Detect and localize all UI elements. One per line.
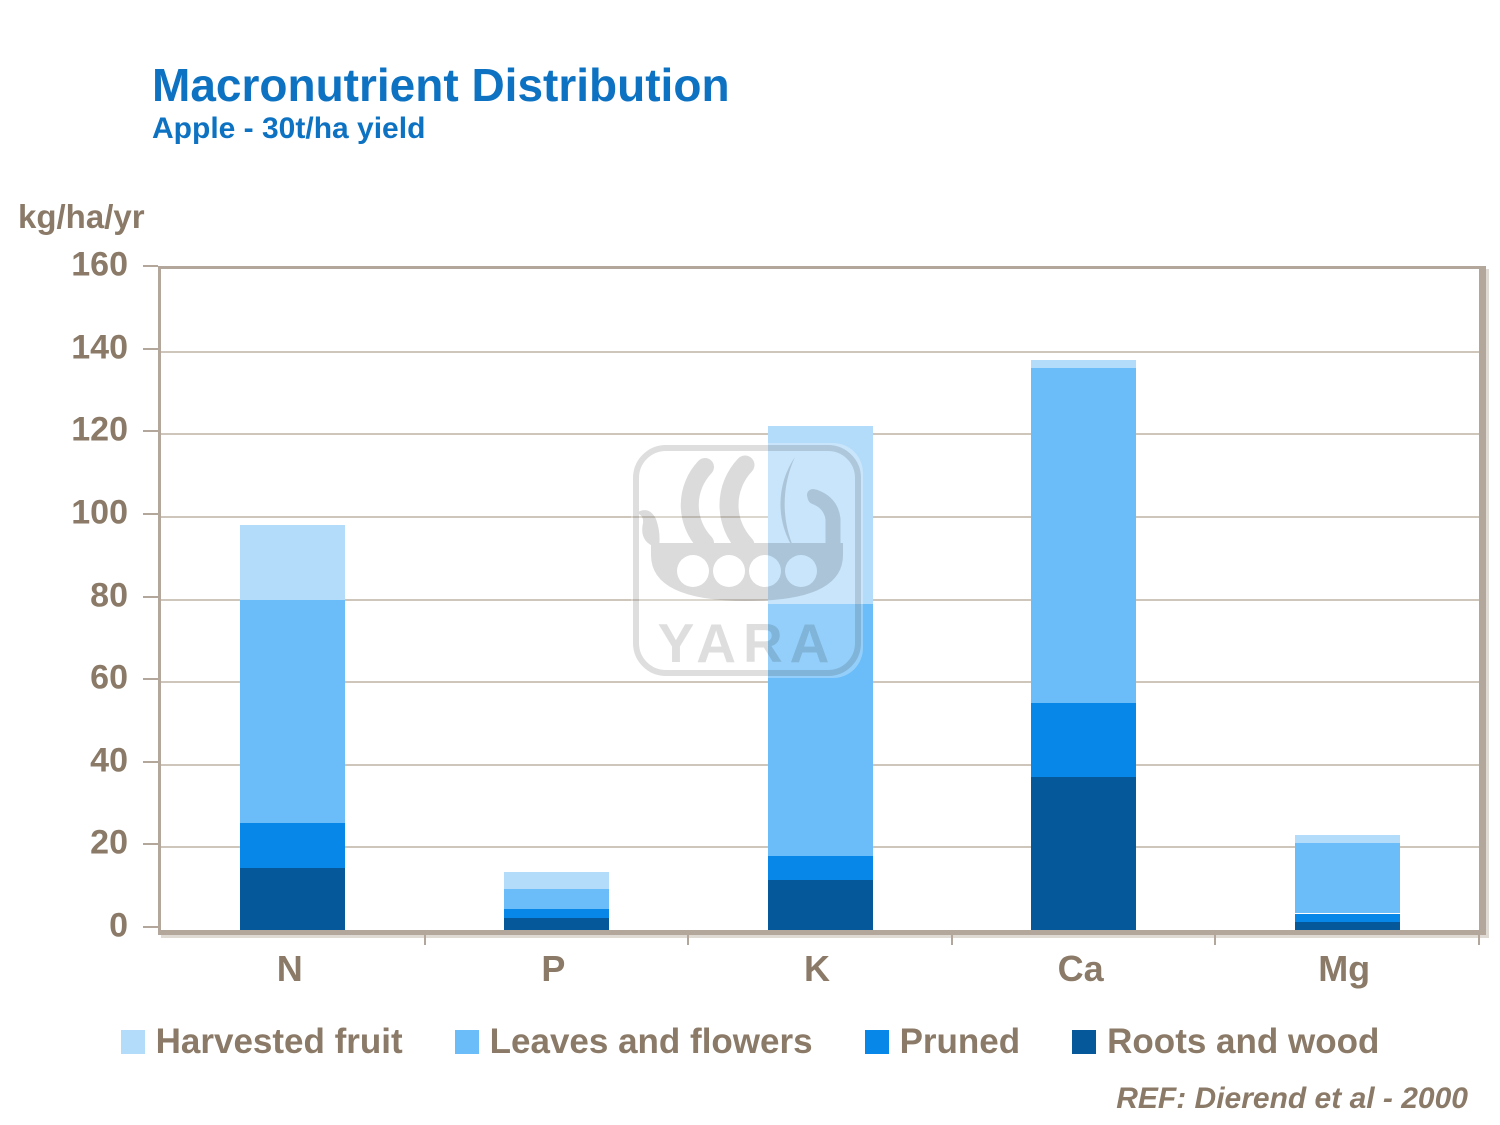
legend: Harvested fruit Leaves and flowers Pruned R… [0,1016,1500,1068]
legend-label-leaves-and-flowers: Leaves and flowers [489,1022,813,1061]
bar-segment-mg-pruned [1294,913,1400,922]
y-tick-label-80: 80 [90,576,128,615]
bar-segment-k-harvested-fruit [767,426,873,604]
bar-segment-ca-leaves-and-flowers [1031,368,1137,703]
legend-label-harvested-fruit: Harvested fruit [155,1022,403,1061]
bar-segment-k-leaves-and-flowers [767,603,873,856]
legend-swatch-leaves-and-flowers [454,1030,479,1054]
y-tick-label-120: 120 [71,410,128,449]
y-axis-tick-60 [143,678,158,681]
legend-item-harvested-fruit: Harvested fruit [120,1022,403,1062]
y-tick-label-0: 0 [109,906,128,945]
bar-segment-n-leaves-and-flowers [240,599,346,823]
y-axis-tick-120 [143,430,158,433]
bar-segment-mg-leaves-and-flowers [1294,843,1400,914]
y-tick-label-140: 140 [71,328,128,367]
bar-segment-ca-roots-and-wood [1031,777,1137,930]
legend-swatch-harvested-fruit [120,1030,145,1054]
y-axis: 0 20 40 60 80 100 120 140 160 [0,246,158,945]
legend-label-pruned: Pruned [899,1022,1021,1061]
plot-area [158,266,1486,945]
x-axis-tick [1478,930,1480,945]
chart-subtitle: Apple - 30t/ha yield [152,112,426,145]
x-axis-labels: N P K Ca Mg [158,948,1476,998]
bar-segment-p-leaves-and-flowers [503,888,609,910]
bar-segment-ca-harvested-fruit [1031,359,1137,369]
y-axis-title: kg/ha/yr [18,198,145,235]
y-axis-tick-100 [143,512,158,515]
x-axis-tick [423,930,426,945]
y-axis-tick-80 [143,595,158,598]
x-axis-tick [687,930,690,945]
reference-text: REF: Dierend et al - 2000 [1116,1082,1468,1115]
bar-segment-p-roots-and-wood [503,917,609,930]
bar-segment-ca-pruned [1031,702,1137,778]
y-tick-label-40: 40 [90,741,128,780]
legend-swatch-roots-and-wood [1072,1030,1097,1054]
y-axis-tick-160 [143,265,158,267]
legend-item-leaves-and-flowers: Leaves and flowers [454,1022,813,1062]
y-tick-label-20: 20 [90,824,128,863]
y-tick-label-160: 160 [71,245,128,284]
legend-item-pruned: Pruned [864,1022,1021,1062]
chart-title: Macronutrient Distribution [152,59,730,111]
x-tick-label-p: P [541,948,566,989]
y-axis-tick-140 [143,347,158,350]
y-tick-label-60: 60 [90,658,128,697]
bar-segment-p-pruned [503,909,609,918]
y-tick-label-100: 100 [71,493,128,532]
bar-segment-n-harvested-fruit [240,525,346,600]
x-tick-label-n: N [276,948,303,989]
bar-segment-mg-roots-and-wood [1294,921,1400,930]
y-axis-tick-0 [143,926,158,928]
x-axis-tick [1214,930,1217,945]
gridline-140 [161,350,1479,353]
x-tick-label-mg: Mg [1318,948,1371,989]
bar-segment-mg-harvested-fruit [1294,835,1400,844]
bar-segment-n-pruned [240,822,346,869]
legend-swatch-pruned [864,1030,889,1054]
bar-segment-p-harvested-fruit [503,872,609,889]
x-tick-label-ca: Ca [1057,948,1104,989]
bar-segment-n-roots-and-wood [240,868,346,930]
bar-segment-k-pruned [767,855,873,881]
x-tick-label-k: K [804,948,830,989]
y-axis-tick-40 [143,760,158,763]
bar-segment-k-roots-and-wood [767,880,873,930]
legend-item-roots-and-wood: Roots and wood [1072,1022,1379,1062]
legend-label-roots-and-wood: Roots and wood [1107,1022,1380,1061]
y-axis-tick-20 [143,843,158,846]
x-axis-tick [950,930,953,945]
